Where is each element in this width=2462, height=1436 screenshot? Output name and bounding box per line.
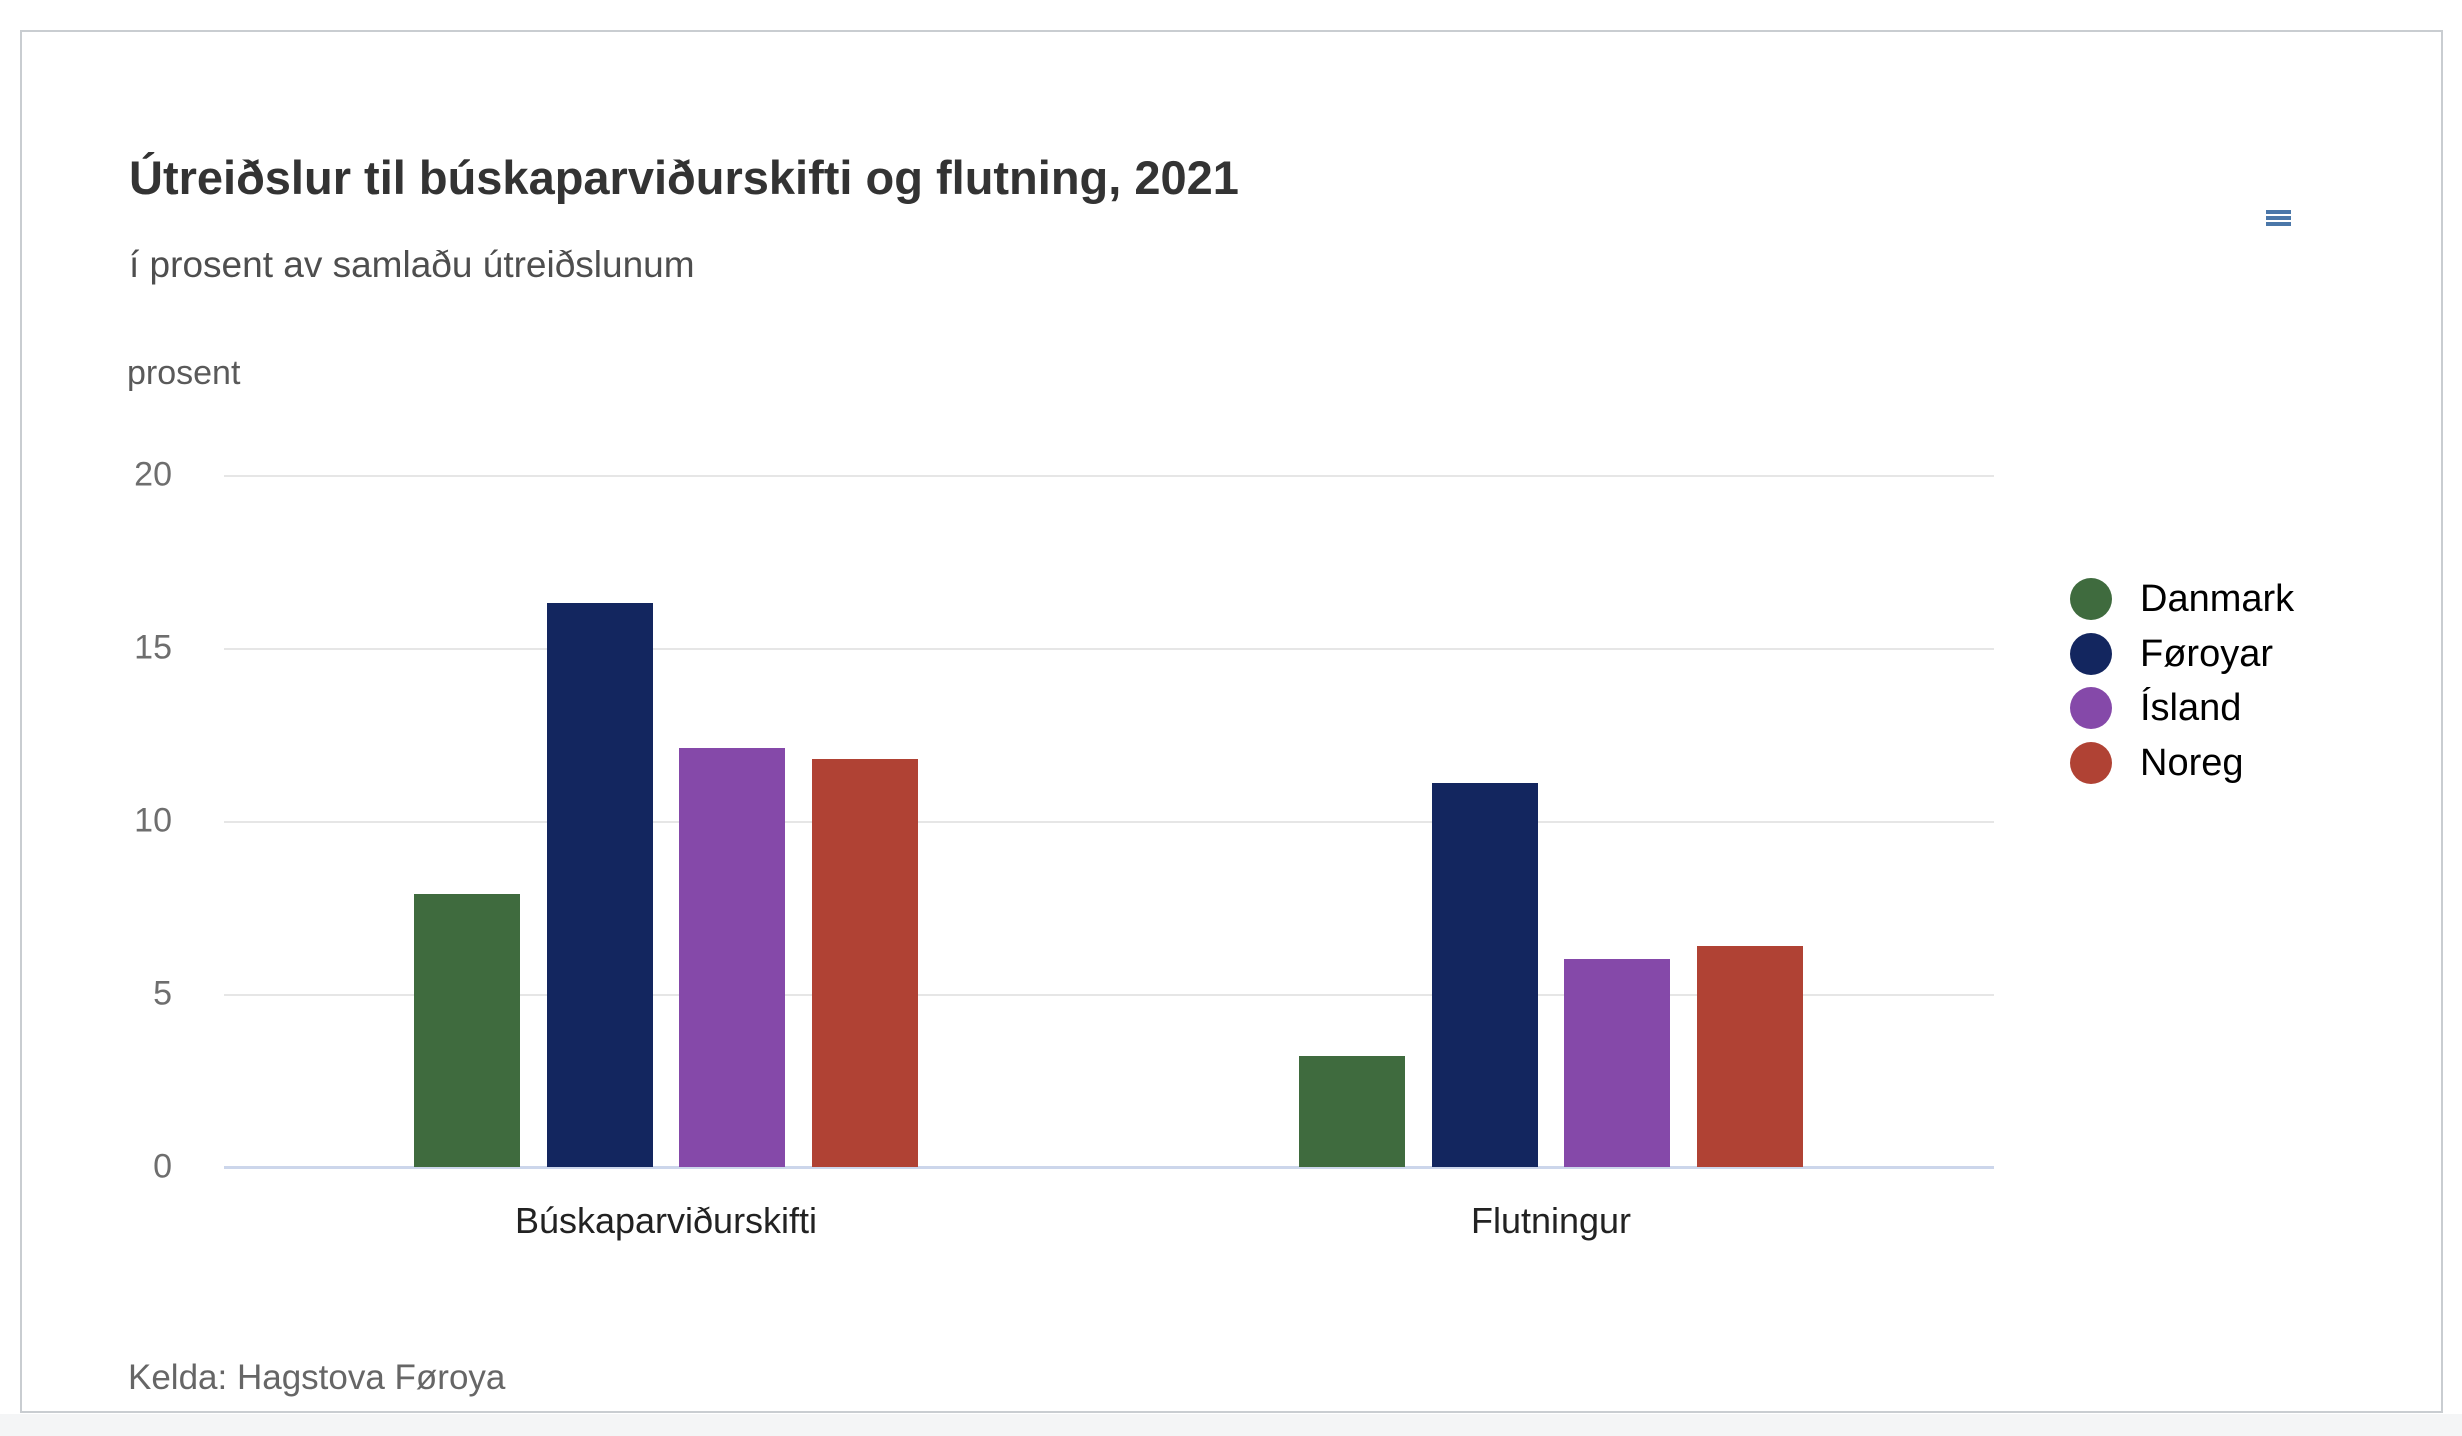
- legend-marker-island: [2070, 687, 2112, 729]
- y-tick-label-5: 5: [153, 974, 172, 1013]
- bar-froyar-buskaparviurskifti: [547, 603, 653, 1167]
- bar-danmark-flutningur: [1299, 1056, 1405, 1167]
- gridline-10: [224, 821, 1994, 823]
- chart-context-menu-button[interactable]: [2255, 199, 2301, 237]
- x-axis-line: [224, 1166, 1994, 1169]
- legend-item-danmark[interactable]: Danmark: [2070, 577, 2294, 621]
- y-tick-label-15: 15: [134, 628, 172, 667]
- legend-label-island: Ísland: [2140, 687, 2242, 729]
- legend-marker-froyar: [2070, 633, 2112, 675]
- chart-title: Útreiðslur til búskaparviðurskifti og fl…: [129, 151, 1239, 204]
- gridline-5: [224, 994, 1994, 996]
- bar-danmark-buskaparviurskifti: [414, 894, 520, 1167]
- legend-item-island[interactable]: Ísland: [2070, 686, 2241, 730]
- bar-island-flutningur: [1564, 959, 1670, 1167]
- gridline-20: [224, 475, 1994, 477]
- hamburger-icon: [2265, 210, 2291, 226]
- legend-marker-noreg: [2070, 742, 2112, 784]
- gridline-15: [224, 648, 1994, 650]
- bar-froyar-flutningur: [1432, 783, 1538, 1167]
- legend-label-danmark: Danmark: [2140, 578, 2295, 620]
- y-tick-label-0: 0: [153, 1147, 172, 1186]
- page-bottom-strip: [0, 1414, 2462, 1436]
- legend-label-froyar: Føroyar: [2140, 633, 2273, 675]
- legend-label-noreg: Noreg: [2140, 742, 2244, 784]
- x-axis-label-flutningur: Flutningur: [1470, 1200, 1632, 1241]
- source-credit: Kelda: Hagstova Føroya: [128, 1358, 506, 1397]
- plot-area: 20 15 10 5 0 Búskaparviðurskifti Flutningur: [22, 32, 2441, 1411]
- bar-island-buskaparviurskifti: [679, 748, 785, 1167]
- y-axis-title: prosent: [127, 354, 241, 392]
- legend-item-noreg[interactable]: Noreg: [2070, 741, 2244, 785]
- chart-card: Útreiðslur til búskaparviðurskifti og fl…: [20, 30, 2443, 1413]
- y-tick-label-20: 20: [134, 455, 172, 494]
- legend-marker-danmark: [2070, 578, 2112, 620]
- legend-item-froyar[interactable]: Føroyar: [2070, 632, 2273, 676]
- y-tick-label-10: 10: [134, 801, 172, 840]
- bar-noreg-buskaparviurskifti: [812, 759, 918, 1167]
- chart-subtitle: í prosent av samlaðu útreiðslunum: [129, 244, 695, 285]
- bar-noreg-flutningur: [1697, 946, 1803, 1167]
- x-axis-label-buskaparviurskifti: Búskaparviðurskifti: [514, 1200, 818, 1241]
